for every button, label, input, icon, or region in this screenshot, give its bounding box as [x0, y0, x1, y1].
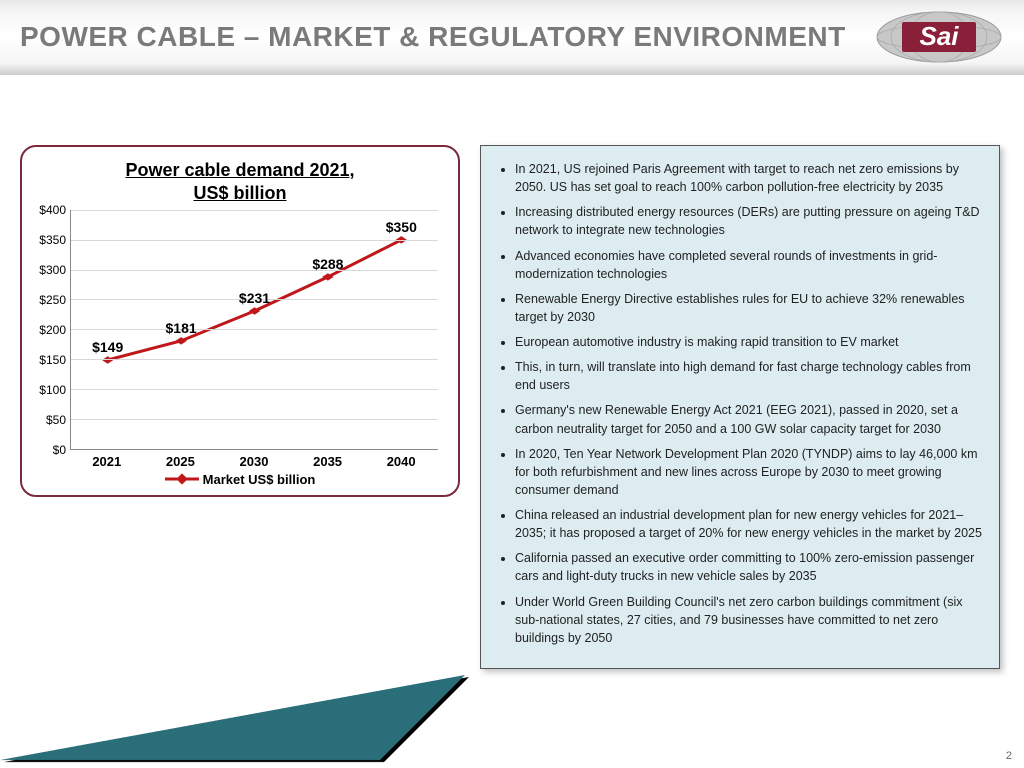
legend-label: Market US$ billion: [203, 472, 316, 487]
chart-title-line2: US$ billion: [193, 183, 286, 203]
gridline: [71, 389, 438, 390]
y-tick-label: $150: [39, 353, 66, 367]
x-tick-label: 2025: [144, 450, 218, 470]
gridline: [71, 240, 438, 241]
chart-legend: Market US$ billion: [32, 472, 448, 487]
chart-box: Power cable demand 2021, US$ billion $0$…: [20, 145, 460, 497]
decorative-triangle: [0, 675, 465, 760]
bullet-item: European automotive industry is making r…: [515, 333, 985, 351]
x-axis: 20212025203020352040: [70, 450, 438, 470]
header-bar: POWER CABLE – MARKET & REGULATORY ENVIRO…: [0, 0, 1024, 75]
data-point-label: $149: [92, 339, 123, 355]
data-point-label: $181: [166, 320, 197, 336]
bullet-item: China released an industrial development…: [515, 506, 985, 542]
svg-text:Sai: Sai: [919, 21, 959, 51]
regulatory-bullets-box: In 2021, US rejoined Paris Agreement wit…: [480, 145, 1000, 669]
x-tick-label: 2030: [217, 450, 291, 470]
data-point-label: $231: [239, 290, 270, 306]
y-tick-label: $400: [39, 203, 66, 217]
data-point-label: $350: [386, 219, 417, 235]
gridline: [71, 210, 438, 211]
gridline: [71, 419, 438, 420]
bullet-item: Under World Green Building Council's net…: [515, 593, 985, 647]
plot-region: $149 $181 $231 $288 $350: [70, 210, 438, 450]
page-number: 2: [1006, 750, 1012, 762]
x-tick-label: 2040: [364, 450, 438, 470]
page-title: POWER CABLE – MARKET & REGULATORY ENVIRO…: [20, 21, 846, 53]
bullet-item: Germany's new Renewable Energy Act 2021 …: [515, 401, 985, 437]
y-tick-label: $250: [39, 293, 66, 307]
gridline: [71, 270, 438, 271]
bullet-item: Increasing distributed energy resources …: [515, 203, 985, 239]
chart-plot-area: $0$50$100$150$200$250$300$350$400 $149$1…: [70, 210, 438, 470]
data-point-label: $288: [312, 256, 343, 272]
chart-container: Power cable demand 2021, US$ billion $0$…: [20, 145, 460, 669]
bullet-item: In 2020, Ten Year Network Development Pl…: [515, 445, 985, 499]
bullet-list: In 2021, US rejoined Paris Agreement wit…: [509, 160, 985, 647]
company-logo: Sai: [874, 10, 1004, 65]
y-axis: $0$50$100$150$200$250$300$350$400: [32, 210, 70, 450]
y-tick-label: $300: [39, 263, 66, 277]
content-area: Power cable demand 2021, US$ billion $0$…: [0, 75, 1024, 669]
bullet-item: Renewable Energy Directive establishes r…: [515, 290, 985, 326]
bullet-item: Advanced economies have completed severa…: [515, 247, 985, 283]
gridline: [71, 359, 438, 360]
gridline: [71, 329, 438, 330]
chart-title-line1: Power cable demand 2021,: [125, 160, 354, 180]
bullet-item: California passed an executive order com…: [515, 549, 985, 585]
y-tick-label: $200: [39, 323, 66, 337]
x-tick-label: 2035: [291, 450, 365, 470]
y-tick-label: $100: [39, 383, 66, 397]
legend-marker-icon: [165, 473, 199, 485]
y-tick-label: $350: [39, 233, 66, 247]
chart-title: Power cable demand 2021, US$ billion: [32, 159, 448, 206]
x-tick-label: 2021: [70, 450, 144, 470]
y-tick-label: $0: [53, 443, 66, 457]
y-tick-label: $50: [46, 413, 66, 427]
bullet-item: This, in turn, will translate into high …: [515, 358, 985, 394]
bullet-item: In 2021, US rejoined Paris Agreement wit…: [515, 160, 985, 196]
